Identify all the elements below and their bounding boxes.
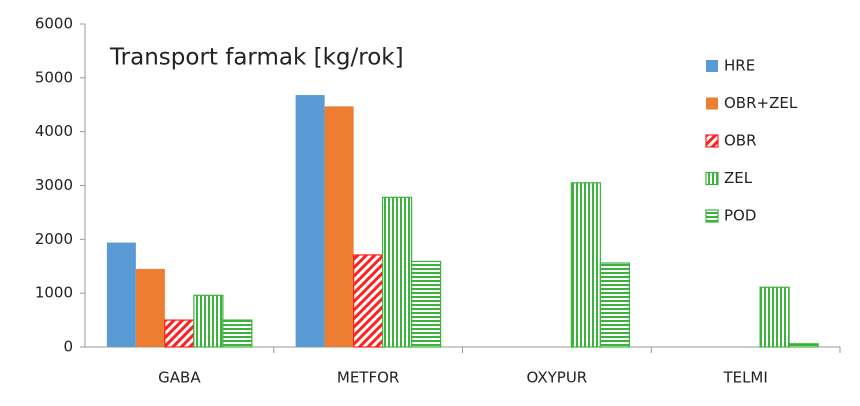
bar [106,242,136,347]
chart-title: Transport farmak [kg/rok] [109,45,404,71]
y-tick-label: 1000 [35,284,73,302]
x-tick-label: METFOR [337,369,399,387]
bar [164,319,195,348]
legend-label: POD [724,207,756,225]
x-tick-label: GABA [158,369,201,387]
bar [382,196,413,348]
y-tick-label: 3000 [35,176,73,194]
bar [324,106,354,348]
bar [193,294,224,348]
y-tick-label: 6000 [35,15,73,33]
x-tick-label: TELMI [722,369,767,387]
bar [135,268,165,347]
legend-label: ZEL [724,169,753,187]
bar [759,286,790,348]
bar [222,319,253,348]
y-tick-label: 2000 [35,230,73,248]
legend-label: HRE [724,57,755,75]
legend-swatch [706,97,718,110]
y-tick-label: 5000 [35,68,73,86]
bar [570,182,601,348]
y-tick-label: 0 [63,338,73,356]
x-tick-label: OXYPUR [527,369,588,387]
legend-swatch [705,209,719,223]
bar [411,260,442,348]
legend-swatch [706,60,718,72]
legend-label: OBR+ZEL [724,94,798,112]
bar [353,254,384,348]
legend-label: OBR [724,132,757,150]
legend-swatch [705,134,719,148]
bar [788,343,819,348]
bar [599,262,630,348]
y-tick-label: 4000 [35,122,73,140]
legend-swatch [705,171,719,186]
bar [295,95,325,347]
